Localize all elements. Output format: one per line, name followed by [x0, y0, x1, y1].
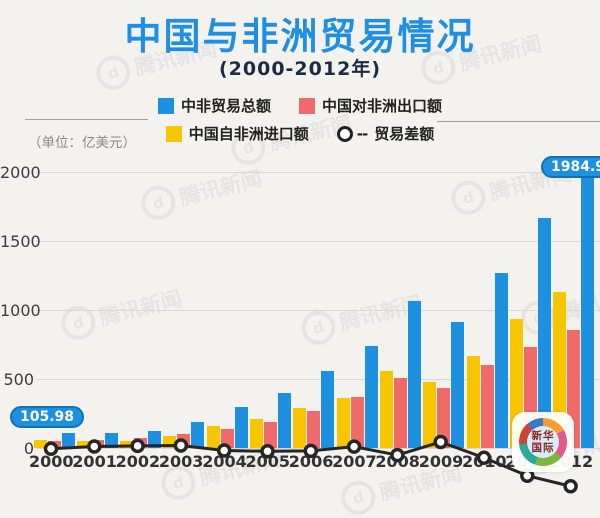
- unit-label: （单位：亿美元）: [28, 135, 136, 151]
- legend-item-balance: -- 贸易差额: [336, 123, 435, 144]
- watermark-logo-icon: d: [297, 307, 339, 349]
- y-axis-label-500: 500: [3, 370, 34, 389]
- gridline-1000: [36, 310, 600, 311]
- bar-中国自非洲进口额-2000: [33, 440, 47, 448]
- gridline-500: [36, 379, 600, 380]
- bar-中国自非洲进口额-2005: [250, 418, 263, 448]
- xinhua-logo-ring: 新华 国际: [519, 418, 567, 466]
- x-axis-label-2002: 2002: [115, 452, 161, 471]
- bar-中非贸易总额-2012: [581, 174, 595, 448]
- bar-中国自非洲进口额-2004: [206, 426, 220, 448]
- bar-中国对非洲出口额-2001: [90, 439, 104, 448]
- bar-中国对非洲出口额-2002: [134, 438, 148, 448]
- bar-中国自非洲进口额-2003: [163, 436, 177, 448]
- bar-中国对非洲出口额-2009: [437, 388, 451, 448]
- watermark-text: 腾讯新闻: [177, 166, 265, 211]
- bar-中国自非洲进口额-2001: [76, 441, 90, 448]
- bar-中国对非洲出口额-2006: [307, 411, 321, 448]
- legend-label-total: 中非贸易总额: [180, 97, 271, 115]
- watermark-logo-icon: d: [337, 477, 379, 518]
- x-axis-label-2000: 2000: [29, 452, 74, 471]
- y-axis-label-1000: 1000: [0, 301, 41, 320]
- bar-中国自非洲进口额-2002: [120, 440, 134, 448]
- balance-point-2012: [563, 479, 578, 494]
- total-swatch-icon: [157, 97, 174, 114]
- legend-row-2: 中国自非洲进口额 -- 贸易差额: [165, 123, 435, 144]
- watermark-logo-icon: d: [447, 177, 489, 219]
- legend-item-exports: 中国对非洲出口额: [299, 95, 442, 116]
- x-axis-label-2005: 2005: [245, 452, 291, 471]
- chart-subtitle: (2000-2012年): [218, 58, 381, 80]
- x-axis-label-2003: 2003: [158, 452, 204, 471]
- bar-中国自非洲进口额-2007: [336, 397, 350, 448]
- value-badge-2000: 105.98: [10, 406, 85, 428]
- bar-中非贸易总额-2008: [407, 300, 421, 448]
- bar-中国对非洲出口额-2000: [47, 441, 61, 448]
- bar-中国自非洲进口额-2010: [466, 355, 480, 448]
- line-dash-icon: --: [356, 124, 368, 143]
- bar-中国自非洲进口额-2009: [423, 382, 437, 448]
- xinhua-logo: 新华 国际: [512, 412, 574, 472]
- bar-中非贸易总额-2007: [364, 346, 378, 448]
- bar-中国自非洲进口额-2008: [379, 370, 393, 448]
- xinhua-logo-text: 新华 国际: [527, 426, 559, 458]
- watermark-logo-icon: d: [57, 302, 99, 344]
- x-axis-label-2006: 2006: [288, 452, 334, 471]
- line-marker-icon: [336, 125, 353, 142]
- bar-中国对非洲出口额-2007: [350, 396, 364, 448]
- watermark-logo-icon: d: [137, 182, 179, 224]
- bar-中非贸易总额-2010: [494, 272, 508, 448]
- legend-label-exports: 中国对非洲出口额: [322, 97, 443, 115]
- legend-row-1: 中非贸易总额 中国对非洲出口额: [157, 95, 442, 116]
- bar-中非贸易总额-2003: [191, 422, 205, 448]
- separator-line-right: [437, 121, 600, 122]
- bar-中非贸易总额-2005: [278, 393, 291, 448]
- x-axis-label-2010: 2010: [462, 452, 507, 471]
- legend-item-imports: 中国自非洲进口额: [165, 123, 309, 144]
- bar-中国对非洲出口额-2004: [220, 428, 234, 448]
- bar-中非贸易总额-2002: [148, 430, 162, 448]
- value-badge-2012: 1984.9: [541, 156, 600, 178]
- legend-item-total: 中非贸易总额: [157, 95, 271, 116]
- y-axis-label-1500: 1500: [0, 232, 41, 251]
- x-axis-label-2009: 2009: [418, 452, 464, 471]
- bar-中国自非洲进口额-2012: [553, 291, 567, 448]
- legend-label-balance: 贸易差额: [374, 125, 435, 143]
- separator-line-left: [25, 119, 148, 120]
- gridline-1500: [36, 241, 600, 242]
- bar-中非贸易总额-2006: [321, 371, 335, 448]
- legend-label-imports: 中国自非洲进口额: [188, 125, 309, 143]
- bar-中国自非洲进口额-2006: [293, 408, 307, 448]
- bar-中非贸易总额-2009: [451, 322, 465, 448]
- chart-title: 中国与非洲贸易情况: [124, 15, 476, 58]
- x-axis-label-2008: 2008: [375, 452, 420, 471]
- x-axis-label-2001: 2001: [72, 452, 117, 471]
- legend: 中非贸易总额 中国对非洲出口额 中国自非洲进口额 -- 贸易差额: [10, 95, 590, 144]
- bar-中非贸易总额-2000: [61, 433, 75, 448]
- bar-中国对非洲出口额-2008: [393, 377, 407, 448]
- exports-swatch-icon: [299, 97, 315, 114]
- bar-中非贸易总额-2004: [234, 407, 248, 448]
- bar-中非贸易总额-2001: [104, 433, 118, 448]
- watermark-text: 腾讯新闻: [97, 286, 185, 331]
- x-axis-label-2007: 2007: [332, 452, 377, 471]
- gridline-2000: [36, 172, 600, 173]
- x-axis-label-2004: 2004: [202, 452, 247, 471]
- y-axis-label-0: 0: [23, 439, 34, 458]
- y-axis-label-2000: 2000: [0, 163, 41, 182]
- bar-中国对非洲出口额-2003: [177, 433, 191, 448]
- bar-中国对非洲出口额-2010: [480, 365, 494, 448]
- bar-中国对非洲出口额-2005: [264, 422, 277, 448]
- bar-中非贸易总额-2011: [537, 218, 551, 448]
- imports-swatch-icon: [165, 125, 182, 142]
